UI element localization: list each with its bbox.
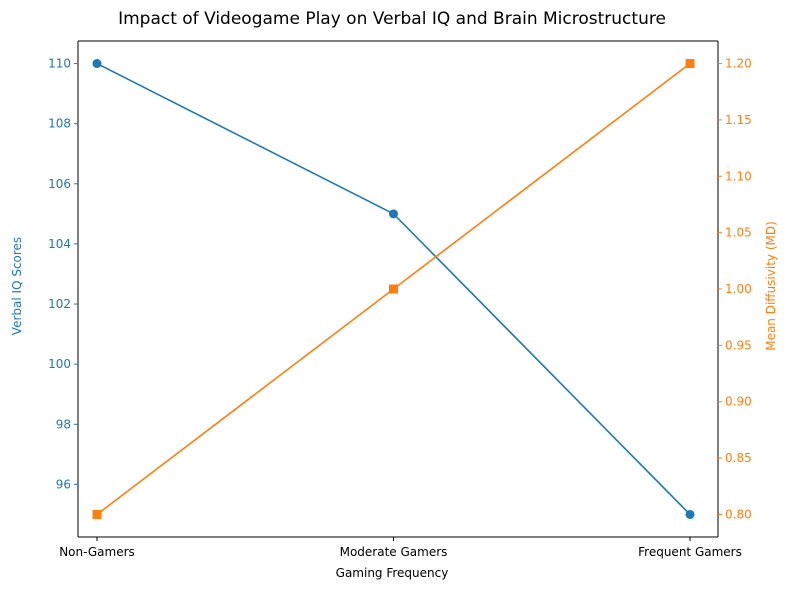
series-2-point	[389, 284, 398, 294]
series-1-point	[389, 209, 398, 219]
y-left-tick-label: 96	[56, 477, 71, 491]
series-1-point	[685, 509, 695, 519]
x-tick-label: Non-Gamers	[59, 545, 135, 559]
y-right-tick-label: 0.90	[725, 395, 752, 409]
y-right-tick-label: 1.00	[725, 282, 752, 296]
chart-title: Impact of Videogame Play on Verbal IQ an…	[118, 9, 666, 29]
y-right-tick-label: 1.05	[725, 226, 752, 240]
series-1-point	[92, 59, 102, 69]
y-left-tick-label: 98	[56, 417, 71, 431]
plot-area: 96 98 100 102 104 106 108 110 0.80 0.85 0.90 0.95 1.…	[48, 40, 752, 559]
y-left-tick-label: 102	[48, 297, 71, 311]
y-left-tick-label: 100	[48, 357, 71, 371]
y-left-tick-label: 104	[48, 237, 71, 251]
y-left-tick-label: 110	[48, 57, 71, 71]
x-axis-label: Gaming Frequency	[336, 566, 449, 580]
y-left-tick-label: 108	[48, 117, 71, 131]
x-tick-label: Moderate Gamers	[340, 545, 448, 559]
y-left-tick-label: 106	[48, 177, 71, 191]
y-right-tick-label: 1.20	[725, 57, 752, 71]
y-axis-left-label: Verbal IQ Scores	[10, 237, 24, 335]
y-axis-right-label: Mean Diffusivity (MD)	[764, 221, 778, 351]
series-2-point	[92, 509, 102, 519]
x-tick-label: Frequent Gamers	[638, 545, 742, 559]
series-2-point	[685, 59, 695, 69]
y-right-tick-label: 0.95	[725, 338, 752, 352]
y-right-tick-label: 0.80	[725, 507, 752, 521]
y-right-tick-label: 0.85	[725, 451, 752, 465]
y-right-tick-label: 1.10	[725, 169, 752, 183]
y-right-tick-label: 1.15	[725, 113, 752, 127]
